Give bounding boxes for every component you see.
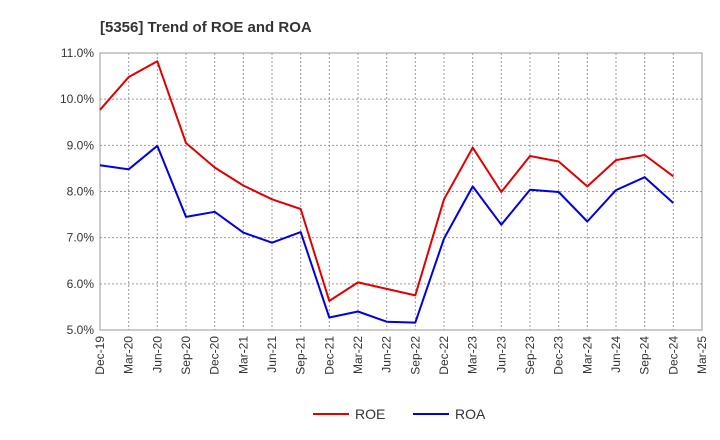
- grid-lines: [99, 52, 703, 331]
- x-tick-label: Mar-20: [122, 336, 136, 374]
- x-tick-label: Dec-22: [437, 336, 451, 375]
- x-tick-label: Dec-20: [208, 336, 222, 375]
- legend: ROE ROA: [313, 406, 486, 422]
- y-tick-label: 9.0%: [67, 138, 95, 152]
- y-tick-label: 8.0%: [67, 185, 95, 199]
- x-tick-label: Sep-23: [523, 336, 537, 375]
- x-tick-label: Jun-23: [494, 336, 508, 373]
- legend-label-roe: ROE: [355, 406, 385, 422]
- x-tick-label: Mar-23: [466, 336, 480, 374]
- x-tick-label: Sep-22: [408, 336, 422, 375]
- x-tick-label: Jun-21: [265, 336, 279, 373]
- series-line-roa: [99, 144, 674, 324]
- x-tick-label: Dec-21: [322, 336, 336, 375]
- x-tick-label: Mar-24: [580, 336, 594, 374]
- y-tick-label: 5.0%: [67, 323, 95, 337]
- x-tick-label: Jun-24: [609, 336, 623, 373]
- series-lines: [99, 60, 674, 324]
- x-tick-label: Sep-21: [294, 336, 308, 375]
- x-tick-label: Sep-20: [179, 336, 193, 375]
- x-tick-label: Mar-25: [695, 336, 709, 374]
- x-tick-label: Jun-20: [150, 336, 164, 373]
- y-tick-label: 7.0%: [67, 231, 95, 245]
- x-tick-label: Dec-24: [666, 336, 680, 375]
- series-line-roe: [99, 60, 674, 302]
- x-tick-label: Dec-23: [552, 336, 566, 375]
- chart-title: [5356] Trend of ROE and ROA: [100, 19, 312, 36]
- x-axis-ticks: Dec-19 Mar-20 Jun-20 Sep-20 Dec-20 Mar-21 Jun-…: [93, 336, 709, 375]
- legend-label-roa: ROA: [455, 406, 486, 422]
- plot-area-frame: [99, 52, 703, 331]
- y-axis-ticks: 5.0% 6.0% 7.0% 8.0% 9.0% 10.0% 11.0%: [60, 46, 94, 337]
- x-tick-label: Mar-21: [236, 336, 250, 374]
- y-tick-label: 11.0%: [61, 46, 94, 60]
- y-tick-label: 10.0%: [60, 92, 94, 106]
- x-tick-label: Mar-22: [351, 336, 365, 374]
- x-tick-label: Sep-24: [638, 336, 652, 375]
- y-tick-label: 6.0%: [67, 277, 95, 291]
- x-tick-label: Jun-22: [380, 336, 394, 373]
- x-tick-label: Dec-19: [93, 336, 107, 375]
